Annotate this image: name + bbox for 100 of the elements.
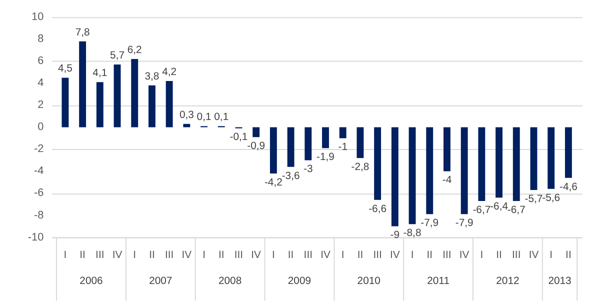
x-tick-label: I [64,250,67,262]
data-label: 0,1 [196,112,212,124]
y-tick-label: -8 [34,209,44,222]
data-label: -4,2 [264,177,283,188]
bar [408,127,416,224]
bar [356,127,364,158]
x-tick-label: I [410,250,414,262]
data-label: 5,7 [110,50,125,62]
x-tick-label: I [202,250,206,262]
data-label: 3,8 [144,71,160,82]
bar [114,64,121,128]
x-tick-label: II [496,250,502,262]
x-tick-label: II [426,250,433,262]
x-tick-label: I [272,250,275,262]
data-label: -3,6 [282,170,300,182]
text: 2011 [427,276,450,287]
x-tick-label: IV [390,250,400,262]
x-tick-label: IV [320,250,330,262]
x-tick-label: III [373,250,382,262]
data-label: -1,9 [316,152,335,164]
bar [444,127,450,172]
data-label: 4,5 [58,64,73,75]
data-label: -6,4 [490,202,508,213]
x-tick-label: III [304,250,312,262]
x-tick-label: II [566,250,572,262]
bar [548,127,555,189]
text: 2013 [548,276,572,287]
data-label: -6,7 [507,204,526,216]
x-tick-label: I [480,250,484,262]
x-tick-label: II [218,250,224,262]
bar [478,127,486,201]
bar [96,82,104,128]
bar [530,127,538,190]
data-label: -0,1 [230,132,248,144]
bar [391,127,398,226]
text: 2006 [80,276,104,287]
y-tick-label: -4 [34,165,44,178]
x-tick-label: I [341,250,344,262]
x-tick-label: III [234,250,244,262]
data-label: 6,2 [127,45,142,56]
data-label: -5,6 [542,192,560,204]
data-label: -6,6 [368,204,387,215]
x-tick-label: IV [528,250,539,262]
bar [183,124,190,128]
bar [62,78,69,128]
text: 2009 [288,276,312,287]
x-tick-label: I [133,250,136,262]
data-label: -6,7 [472,204,491,216]
bar [374,127,382,200]
y-tick-label: 0 [38,121,44,134]
y-tick-label: -10 [28,231,44,244]
x-tick-label: IV [251,250,262,262]
x-tick-label: III [442,250,452,262]
bar [287,127,294,167]
x-tick-label: IV [112,250,122,262]
y-tick-label: 4 [38,77,44,90]
data-label: -1 [338,142,348,154]
data-label: 7,8 [75,27,90,38]
data-label: -7,9 [455,218,474,230]
x-tick-label: III [512,250,521,262]
x-tick-label: IV [459,250,470,262]
bar [496,127,503,198]
text: 2008 [218,276,242,287]
y-tick-label: 6 [38,55,44,68]
x-tick-label: II [288,250,294,262]
bar [131,58,138,128]
data-label: -0,9 [247,141,266,152]
bar [426,127,434,214]
x-tick-label: II [149,250,155,262]
data-label: -2,8 [351,162,370,173]
text: 2007 [149,276,172,287]
bar [460,127,468,214]
bar [252,127,260,138]
x-tick-label: II [80,250,86,262]
data-label: 4,2 [162,67,177,78]
data-label: -9 [390,230,400,242]
bar [339,127,346,138]
data-label: -3 [304,164,313,176]
bar [512,127,520,201]
data-label: 4,1 [92,68,108,80]
y-tick-label: -2 [34,143,44,156]
x-tick-label: I [550,250,553,262]
y-tick-label: 10 [32,11,44,24]
data-label: -7,9 [420,218,439,230]
bar [304,127,312,160]
data-label: 0,3 [179,110,194,121]
bar [270,127,277,174]
text: 2012 [496,276,520,287]
data-label: 0,1 [214,112,229,124]
text: 2010 [357,276,381,287]
bar [564,127,572,178]
y-tick-label: 2 [38,99,44,112]
x-tick-label: III [164,250,174,262]
data-label: -4 [442,175,452,186]
x-tick-label: III [96,250,104,262]
bar [148,85,156,128]
y-tick-label: -6 [34,187,44,200]
x-tick-label: IV [182,250,192,262]
data-label: -5,7 [524,194,543,205]
y-tick-label: 8 [38,33,44,46]
